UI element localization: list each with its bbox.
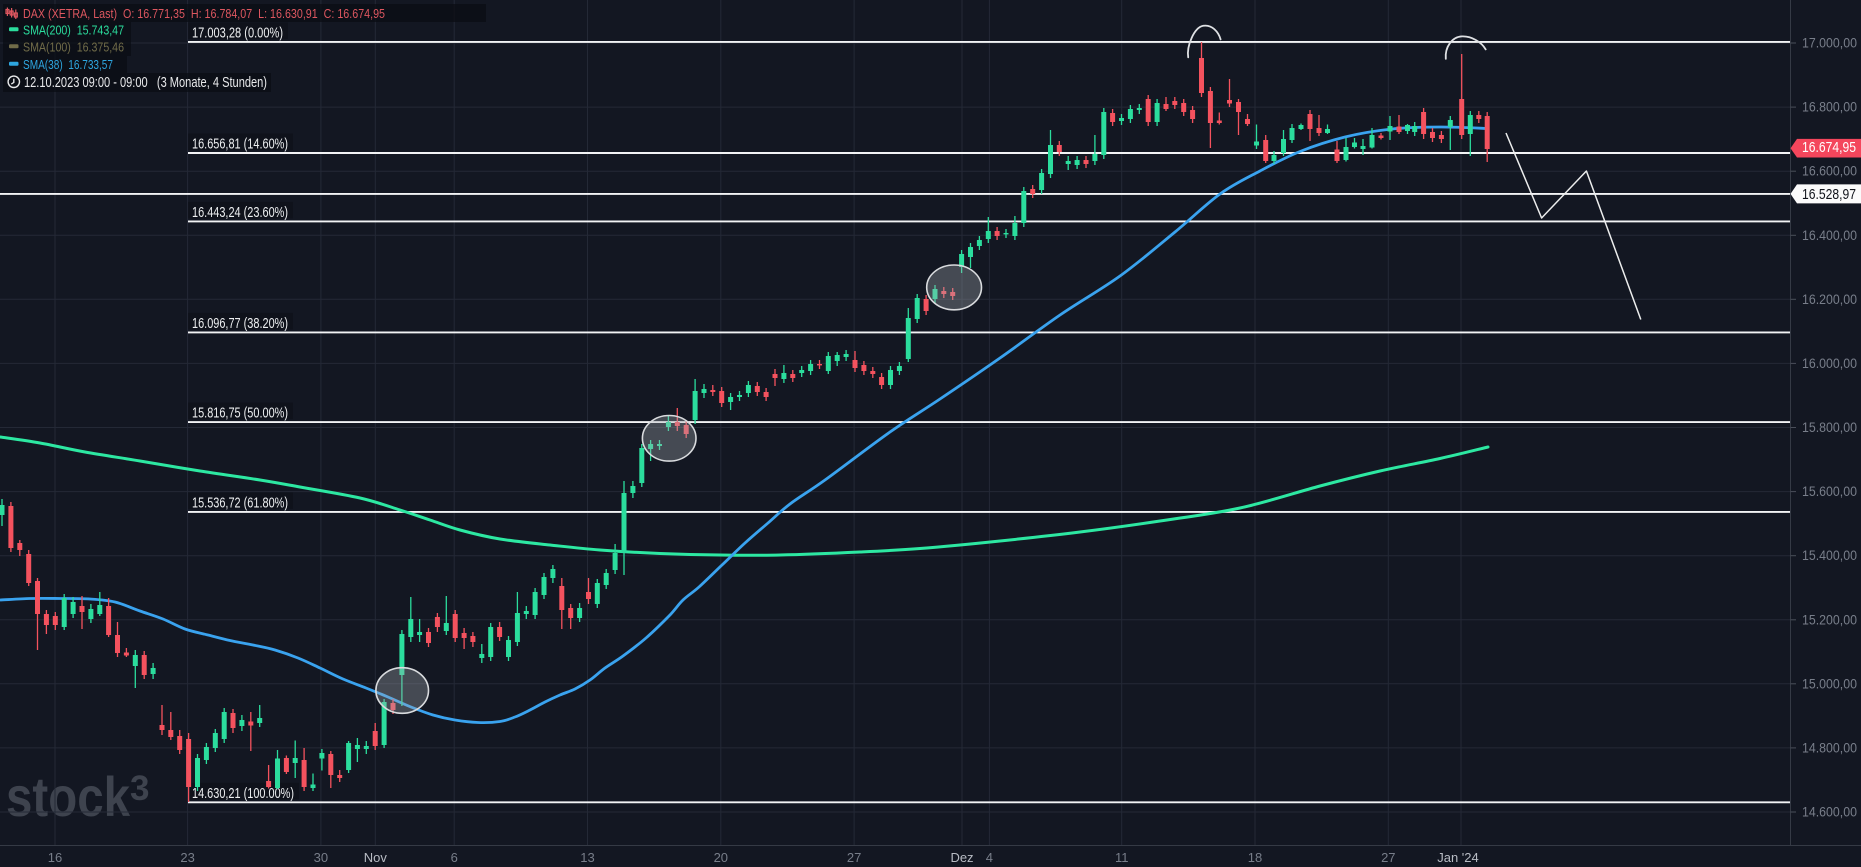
- svg-text:16.200,00: 16.200,00: [1802, 292, 1857, 307]
- svg-text:3: 3: [130, 769, 149, 808]
- svg-text:15.816,75 (50.00%): 15.816,75 (50.00%): [192, 406, 288, 422]
- svg-text:6: 6: [451, 850, 458, 865]
- svg-text:15.000,00: 15.000,00: [1802, 676, 1857, 691]
- svg-text:16.800,00: 16.800,00: [1802, 100, 1857, 115]
- svg-text:SMA(38) 16.733,57: SMA(38) 16.733,57: [23, 57, 113, 72]
- svg-text:15.800,00: 15.800,00: [1802, 420, 1857, 435]
- svg-text:stock: stock: [6, 765, 131, 828]
- svg-text:Jan '24: Jan '24: [1437, 850, 1479, 865]
- svg-text:16.656,81 (14.60%): 16.656,81 (14.60%): [192, 137, 288, 153]
- svg-text:Nov: Nov: [364, 850, 388, 865]
- svg-text:15.536,72 (61.80%): 15.536,72 (61.80%): [192, 495, 288, 511]
- svg-text:27: 27: [1381, 850, 1395, 865]
- svg-text:16.443,24 (23.60%): 16.443,24 (23.60%): [192, 205, 288, 221]
- svg-text:14.600,00: 14.600,00: [1802, 805, 1857, 820]
- svg-text:27: 27: [847, 850, 861, 865]
- svg-text:12.10.2023 09:00 - 09:00 (3: 12.10.2023 09:00 - 09:00 (3 Monate, 4 St…: [24, 75, 267, 91]
- svg-text:DAX (XETRA, Last) O: 16.771,3: DAX (XETRA, Last) O: 16.771,35 H: 16.784…: [23, 6, 385, 21]
- svg-text:17.000,00: 17.000,00: [1802, 36, 1857, 51]
- svg-text:SMA(100) 16.375,46: SMA(100) 16.375,46: [23, 40, 124, 55]
- svg-text:16.674,95: 16.674,95: [1802, 139, 1856, 156]
- svg-text:SMA(200) 15.743,47: SMA(200) 15.743,47: [23, 23, 124, 38]
- svg-text:14.800,00: 14.800,00: [1802, 740, 1857, 755]
- svg-text:16.000,00: 16.000,00: [1802, 356, 1857, 371]
- svg-text:11: 11: [1115, 850, 1129, 865]
- svg-text:16.600,00: 16.600,00: [1802, 164, 1857, 179]
- svg-text:30: 30: [314, 850, 328, 865]
- svg-text:16.400,00: 16.400,00: [1802, 228, 1857, 243]
- svg-text:15.600,00: 15.600,00: [1802, 484, 1857, 499]
- svg-text:17.003,28 (0.00%): 17.003,28 (0.00%): [192, 25, 283, 41]
- svg-text:18: 18: [1248, 850, 1262, 865]
- svg-text:Dez: Dez: [950, 850, 973, 865]
- svg-text:15.200,00: 15.200,00: [1802, 612, 1857, 627]
- svg-text:16.528,97: 16.528,97: [1802, 186, 1856, 203]
- svg-text:23: 23: [180, 850, 194, 865]
- svg-text:15.400,00: 15.400,00: [1802, 548, 1857, 563]
- svg-text:16: 16: [48, 850, 62, 865]
- svg-text:20: 20: [714, 850, 728, 865]
- svg-text:4: 4: [986, 850, 993, 865]
- svg-text:14.630,21 (100.00%): 14.630,21 (100.00%): [192, 786, 294, 802]
- svg-text:16.096,77 (38.20%): 16.096,77 (38.20%): [192, 316, 288, 332]
- svg-text:13: 13: [580, 850, 594, 865]
